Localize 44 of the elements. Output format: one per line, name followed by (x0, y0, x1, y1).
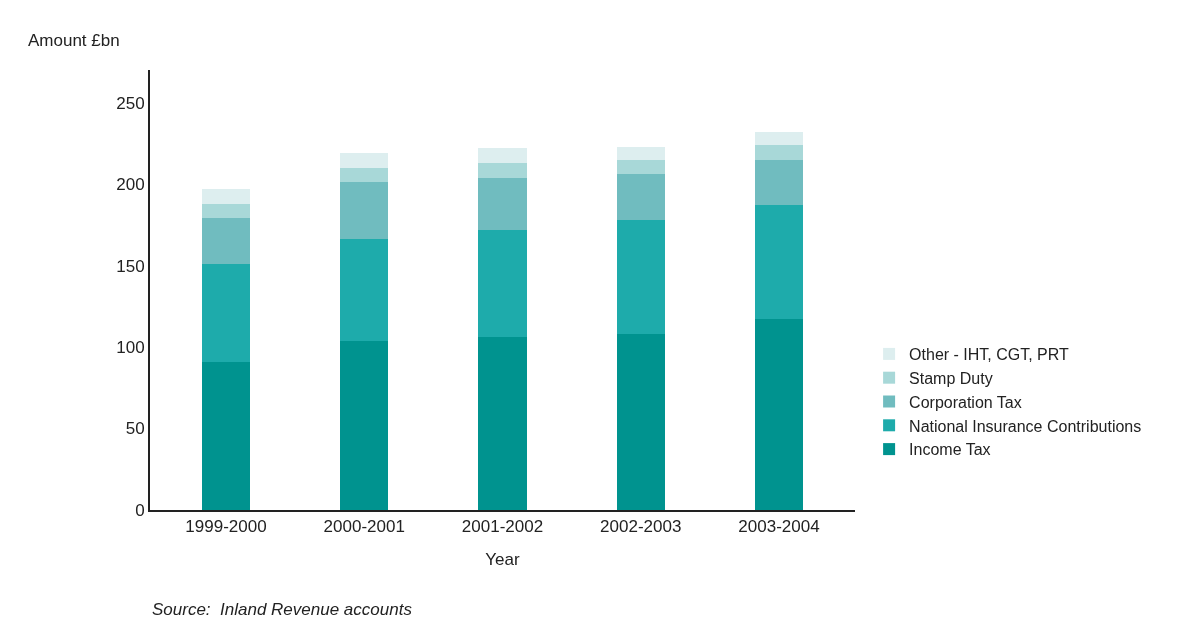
bar (340, 153, 389, 168)
source-note: Source: Inland Revenue accounts (152, 600, 413, 619)
legend-label: Corporation Tax (909, 393, 1022, 411)
y-tick-label: 100 (116, 337, 145, 357)
bar (754, 319, 804, 510)
bar (616, 219, 665, 334)
bar (754, 159, 804, 206)
legend-label: National Insurance Contributions (909, 417, 1142, 435)
bar (201, 203, 251, 219)
bar (340, 182, 389, 240)
bar (340, 340, 389, 510)
legend-label: Stamp Duty (909, 369, 993, 387)
bar (201, 263, 251, 362)
x-tick-label: 2002-2003 (600, 517, 682, 537)
bar (201, 188, 251, 204)
x-tick-label: 2001-2002 (461, 517, 544, 537)
bar (201, 361, 251, 510)
bar (616, 146, 665, 160)
y-tick-label: 50 (125, 419, 145, 439)
bar (616, 334, 665, 510)
y-tick-label: 0 (135, 500, 145, 520)
bar (478, 148, 527, 163)
y-axis-title: Amount £bn (28, 31, 120, 50)
y-tick-label: 250 (116, 93, 145, 113)
bar (478, 229, 527, 338)
bar (754, 144, 804, 160)
bar (754, 131, 804, 145)
bar (478, 162, 527, 178)
y-tick-label: 150 (116, 256, 145, 276)
bar (616, 159, 665, 175)
bar (201, 218, 251, 264)
bar (478, 337, 527, 510)
x-tick-label: 2003-2004 (738, 517, 820, 537)
bar (616, 174, 665, 220)
x-tick-label: 2000-2001 (323, 517, 405, 537)
bar (754, 205, 804, 320)
y-tick-label: 200 (116, 175, 145, 195)
x-axis-title: Year (485, 550, 521, 570)
bar (340, 167, 389, 183)
x-tick-label: 1999-2000 (185, 517, 267, 537)
legend-label: Other - IHT, CGT, PRT (909, 346, 1070, 364)
bar (340, 239, 389, 341)
legend-label: Income Tax (909, 441, 991, 459)
bar (478, 177, 527, 230)
